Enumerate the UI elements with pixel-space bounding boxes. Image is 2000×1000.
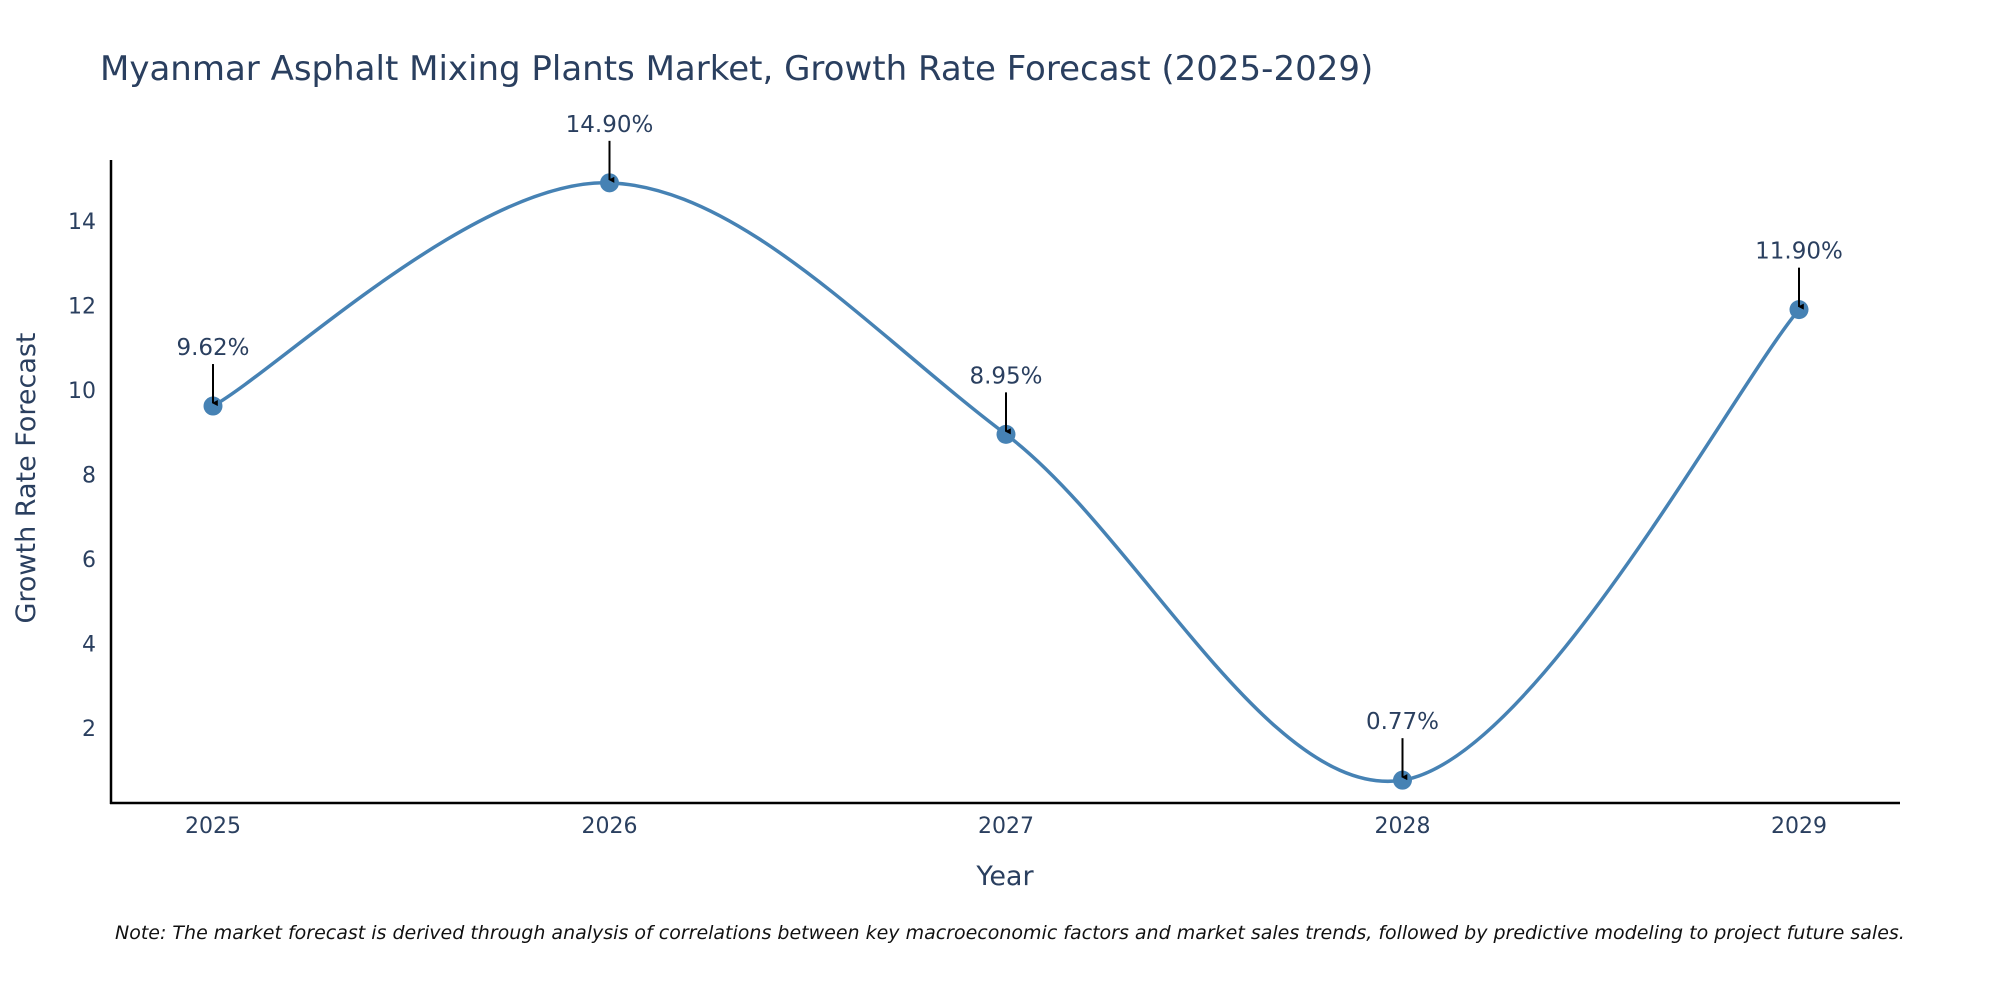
data-label-2029: 11.90% (1755, 239, 1843, 265)
chart-title: Myanmar Asphalt Mixing Plants Market, Gr… (100, 49, 1373, 89)
x-tick-2027: 2027 (978, 814, 1034, 839)
forecast-note: Note: The market forecast is derived thr… (115, 922, 1905, 944)
data-label-2026: 14.90% (566, 112, 654, 138)
y-tick-8: 8 (82, 464, 96, 489)
y-tick-4: 4 (82, 633, 96, 658)
y-tick-2: 2 (82, 717, 96, 742)
data-label-2028: 0.77% (1366, 709, 1439, 735)
x-tick-2029: 2029 (1771, 814, 1827, 839)
y-tick-10: 10 (68, 379, 96, 404)
plot-area (203, 173, 1809, 790)
x-tick-2025: 2025 (185, 814, 241, 839)
y-tick-14: 14 (68, 210, 96, 235)
y-tick-12: 12 (68, 294, 96, 319)
y-axis-title: Growth Rate Forecast (11, 332, 42, 623)
y-tick-labels: 2 4 6 8 10 12 14 (68, 210, 96, 742)
x-tick-2028: 2028 (1375, 814, 1431, 839)
data-label-2027: 8.95% (969, 363, 1042, 389)
x-tick-2026: 2026 (582, 814, 638, 839)
data-annotations: 9.62% 14.90% 8.95% 0.77% 11.90% (176, 112, 1843, 781)
data-label-2025: 9.62% (176, 335, 249, 361)
x-axis-title: Year (975, 861, 1034, 892)
series-line (212, 181, 1801, 784)
y-tick-6: 6 (82, 548, 96, 573)
x-tick-labels: 2025 2026 2027 2028 2029 (185, 814, 1827, 839)
